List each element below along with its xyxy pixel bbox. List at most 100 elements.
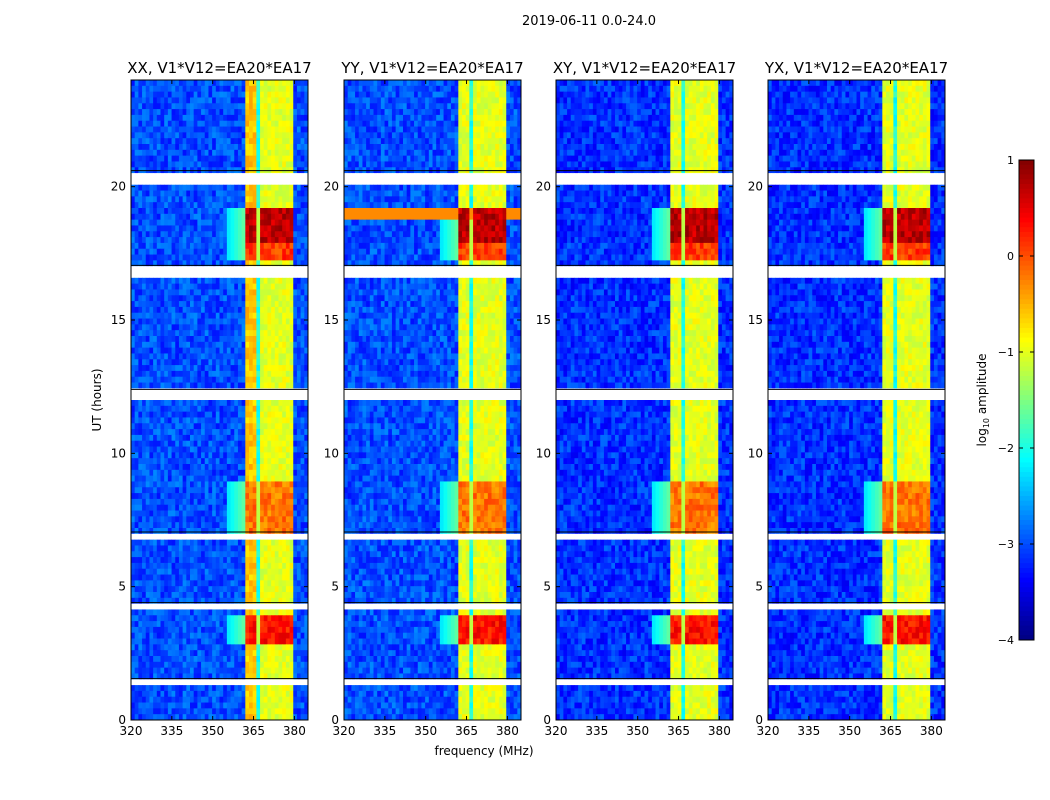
heatmap-cell	[153, 644, 157, 650]
heatmap-cell	[161, 243, 165, 249]
heatmap-cell	[194, 289, 198, 295]
heatmap-cell	[183, 662, 187, 668]
heatmap-cell	[271, 121, 275, 127]
heatmap-cell	[290, 470, 294, 476]
heatmap-cell	[194, 144, 198, 150]
heatmap-cell	[238, 266, 242, 272]
heatmap-cell	[172, 522, 176, 528]
heatmap-cell	[186, 220, 190, 226]
heatmap-cell	[223, 575, 227, 581]
heatmap-cell	[175, 615, 179, 621]
heatmap-cell	[161, 342, 165, 348]
heatmap-cell	[279, 400, 283, 406]
heatmap-cell	[286, 208, 290, 214]
heatmap-cell	[183, 249, 187, 255]
heatmap-cell	[179, 639, 183, 645]
heatmap-cell	[168, 92, 172, 98]
heatmap-cell	[275, 144, 279, 150]
heatmap-cell	[267, 447, 271, 453]
heatmap-cell	[245, 319, 249, 325]
heatmap-cell	[253, 185, 257, 191]
heatmap-cell	[201, 266, 205, 272]
heatmap-cell	[293, 615, 297, 621]
heatmap-cell	[242, 359, 246, 365]
heatmap-cell	[271, 394, 275, 400]
heatmap-cell	[227, 365, 231, 371]
heatmap-cell	[216, 592, 220, 598]
heatmap-cell	[153, 295, 157, 301]
heatmap-cell	[260, 80, 264, 86]
heatmap-cell	[168, 481, 172, 487]
heatmap-cell	[212, 255, 216, 261]
heatmap-cell	[279, 231, 283, 237]
heatmap-cell	[256, 266, 260, 272]
heatmap-cell	[205, 173, 209, 179]
heatmap-cell	[249, 621, 253, 627]
heatmap-cell	[149, 662, 153, 668]
heatmap-cell	[157, 266, 161, 272]
heatmap-cell	[242, 161, 246, 167]
heatmap-cell	[194, 540, 198, 546]
heatmap-cell	[194, 493, 198, 499]
heatmap-cell	[208, 225, 212, 231]
heatmap-cell	[135, 639, 139, 645]
heatmap-cell	[290, 196, 294, 202]
heatmap-cell	[146, 604, 150, 610]
heatmap-cell	[267, 231, 271, 237]
heatmap-cell	[242, 458, 246, 464]
heatmap-cell	[161, 452, 165, 458]
heatmap-cell	[135, 481, 139, 487]
heatmap-cell	[190, 627, 194, 633]
heatmap-cell	[190, 365, 194, 371]
heatmap-cell	[157, 633, 161, 639]
heatmap-cell	[282, 185, 286, 191]
heatmap-cell	[267, 528, 271, 534]
heatmap-cell	[153, 487, 157, 493]
heatmap-cell	[293, 295, 297, 301]
heatmap-cell	[238, 650, 242, 656]
heatmap-cell	[249, 505, 253, 511]
heatmap-cell	[301, 493, 305, 499]
heatmap-cell	[131, 324, 135, 330]
heatmap-cell	[297, 185, 301, 191]
heatmap-cell	[290, 493, 294, 499]
heatmap-cell	[271, 586, 275, 592]
heatmap-cell	[253, 487, 257, 493]
heatmap-cell	[197, 301, 201, 307]
heatmap-cell	[135, 255, 139, 261]
heatmap-cell	[138, 278, 142, 284]
heatmap-cell	[290, 225, 294, 231]
heatmap-cell	[264, 156, 268, 162]
heatmap-cell	[186, 121, 190, 127]
heatmap-cell	[205, 220, 209, 226]
heatmap-cell	[157, 249, 161, 255]
heatmap-cell	[267, 80, 271, 86]
heatmap-cell	[253, 493, 257, 499]
heatmap-cell	[135, 289, 139, 295]
heatmap-cell	[153, 365, 157, 371]
heatmap-cell	[175, 144, 179, 150]
heatmap-cell	[190, 266, 194, 272]
heatmap-cell	[271, 243, 275, 249]
heatmap-cell	[227, 441, 231, 447]
heatmap-cell	[271, 127, 275, 133]
heatmap-cell	[227, 121, 231, 127]
heatmap-cell	[172, 586, 176, 592]
heatmap-cell	[234, 371, 238, 377]
heatmap-cell	[282, 97, 286, 103]
heatmap-cell	[131, 225, 135, 231]
heatmap-cell	[279, 551, 283, 557]
heatmap-cell	[168, 365, 172, 371]
heatmap-cell	[135, 575, 139, 581]
heatmap-cell	[135, 417, 139, 423]
heatmap-cell	[142, 243, 146, 249]
heatmap-cell	[267, 383, 271, 389]
heatmap-cell	[279, 644, 283, 650]
heatmap-cell	[245, 534, 249, 540]
heatmap-cell	[271, 214, 275, 220]
heatmap-cell	[293, 161, 297, 167]
heatmap-cell	[271, 202, 275, 208]
heatmap-cell	[138, 662, 142, 668]
heatmap-cell	[157, 575, 161, 581]
heatmap-cell	[260, 452, 264, 458]
